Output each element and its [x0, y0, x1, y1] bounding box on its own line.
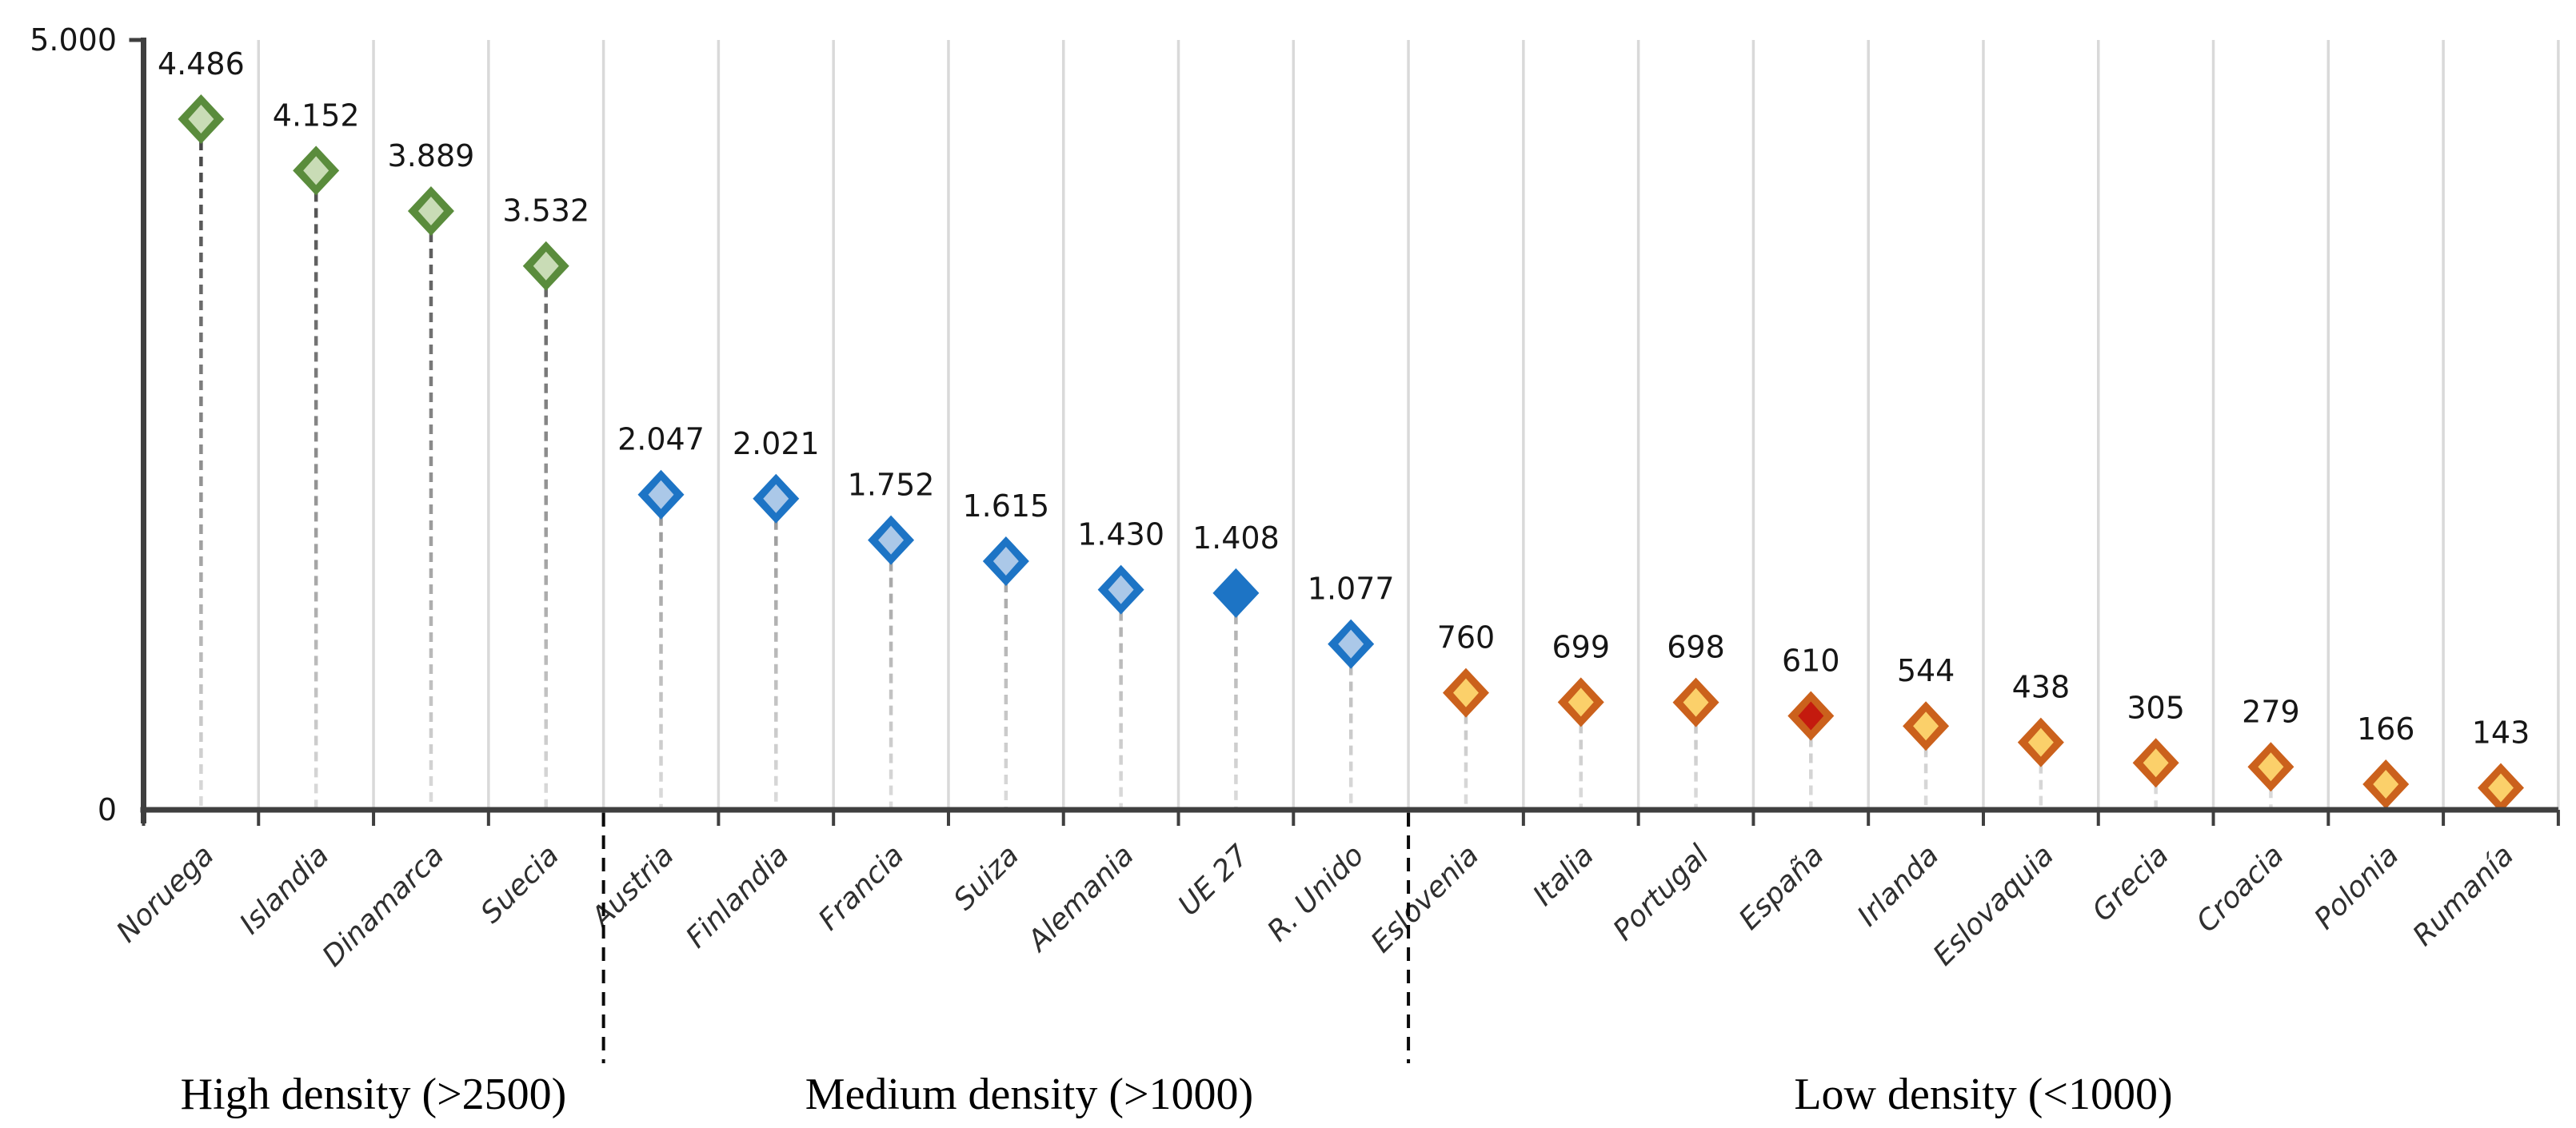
data-point-marker-fill [763, 484, 789, 513]
data-point-marker-fill [417, 196, 444, 225]
x-tick-label: Portugal [1608, 839, 1715, 947]
x-tick-label: Noruega [110, 839, 221, 949]
x-tick-label: Suiza [948, 839, 1025, 916]
value-label: 698 [1667, 630, 1725, 665]
group-label: Low density (<1000) [1794, 1070, 2172, 1119]
group-label: Medium density (>1000) [805, 1070, 1253, 1119]
data-point-marker-fill [1108, 575, 1134, 604]
x-tick-label: Croacia [2191, 839, 2290, 939]
x-tick-label: R. Unido [1261, 839, 1370, 947]
group-dividers [601, 813, 1411, 1063]
data-point-marker-fill [2258, 752, 2284, 782]
data-point-marker-fill [1568, 688, 1594, 717]
value-label: 143 [2472, 715, 2530, 750]
value-label: 4.486 [158, 46, 245, 82]
data-point-marker-fill [2373, 770, 2399, 799]
y-axis-zero-label: 0 [98, 792, 117, 827]
data-point-marker-fill [1452, 678, 1479, 707]
x-tick-label: Finlandia [680, 839, 795, 954]
x-tick-label: Alemania [1020, 839, 1140, 959]
x-tick-label: Rumanía [2406, 839, 2520, 952]
x-tick-label: Eslovenia [1365, 839, 1486, 959]
value-label: 2.021 [733, 426, 820, 461]
value-label: 1.615 [962, 488, 1049, 524]
data-point-marker-fill [992, 546, 1019, 576]
value-label: 4.152 [273, 98, 360, 133]
group-labels: High density (>2500) Medium density (>100… [181, 1070, 2173, 1119]
data-point-marker-fill [188, 104, 214, 134]
value-label: 699 [1552, 629, 1610, 664]
value-label: 1.408 [1192, 520, 1280, 556]
value-label: 1.752 [848, 468, 935, 503]
x-tick-label: Irlanda [1851, 839, 1946, 933]
value-label: 610 [1782, 644, 1840, 679]
value-labels: 4.486 4.152 3.889 3.532 2.047 2.021 1.752 1.615… [158, 46, 2530, 750]
value-label: 1.430 [1077, 517, 1164, 552]
x-tick-label: Francia [813, 839, 911, 937]
data-point-marker-fill [2027, 727, 2054, 757]
value-label: 3.532 [502, 193, 589, 229]
data-point-marker-fill [303, 156, 329, 185]
data-point-marker-fill [1683, 688, 1709, 717]
data-point-marker-fill [648, 480, 674, 509]
axes [129, 38, 2560, 826]
x-tick-label: Dinamarca [316, 839, 450, 973]
value-label: 544 [1897, 653, 1955, 688]
x-tick-label: Islandia [234, 839, 335, 940]
group-label: High density (>2500) [181, 1070, 567, 1119]
value-label: 279 [2242, 694, 2300, 729]
x-tick-label: Polonia [2308, 839, 2405, 935]
x-tick-label: Eslovaquia [1927, 839, 2061, 972]
markers [178, 94, 2524, 813]
value-label: 2.047 [617, 422, 705, 457]
data-point-marker-fill [533, 251, 559, 281]
data-point-marker-fill [1223, 578, 1249, 608]
x-tick-label: UE 27 [1172, 839, 1256, 922]
x-tick-label: Suecia [474, 839, 565, 930]
data-point-marker-fill [1798, 701, 1824, 731]
data-point-marker-fill [2487, 773, 2514, 803]
x-tick-label: Italia [1527, 839, 1600, 912]
x-tick-label: España [1733, 839, 1831, 936]
value-label: 166 [2357, 711, 2415, 747]
value-label: 3.889 [388, 138, 475, 173]
x-tick-label: Grecia [2087, 839, 2176, 928]
y-axis-max-label: 5.000 [30, 22, 117, 58]
value-label: 1.077 [1308, 572, 1395, 607]
x-tick-label: Austria [585, 839, 681, 935]
data-point-marker-fill [1913, 711, 1939, 741]
value-label: 438 [2012, 670, 2071, 705]
data-point-marker-fill [2143, 748, 2169, 778]
gridlines [257, 40, 2560, 810]
data-point-marker-fill [1338, 629, 1364, 659]
data-point-marker-fill [878, 525, 905, 555]
value-label: 305 [2127, 690, 2185, 725]
value-label: 760 [1437, 620, 1496, 656]
stems [199, 140, 2503, 810]
